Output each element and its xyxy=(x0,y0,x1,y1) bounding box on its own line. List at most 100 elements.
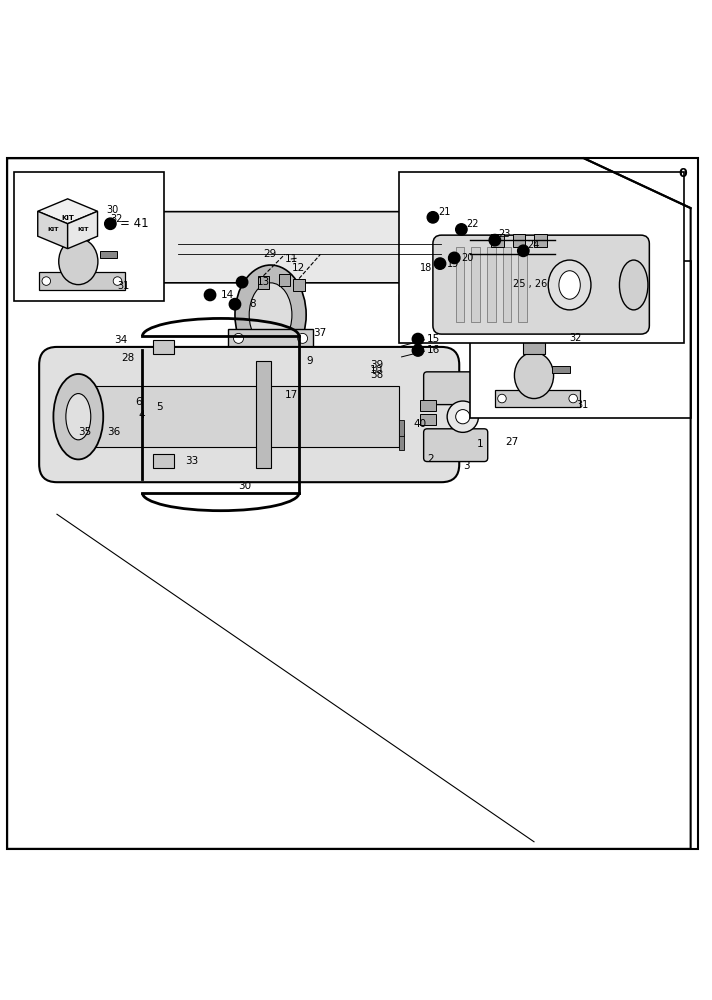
Bar xyxy=(39,272,125,290)
Text: 36: 36 xyxy=(107,427,120,437)
Circle shape xyxy=(412,345,424,356)
Text: 40: 40 xyxy=(413,419,426,429)
Ellipse shape xyxy=(235,265,306,365)
Text: 35: 35 xyxy=(78,427,92,437)
Ellipse shape xyxy=(548,260,591,310)
Circle shape xyxy=(105,218,116,229)
Bar xyxy=(153,454,174,468)
Text: 9: 9 xyxy=(306,356,313,366)
Bar xyxy=(228,329,313,347)
FancyBboxPatch shape xyxy=(424,429,488,462)
Circle shape xyxy=(449,252,460,264)
Text: 5: 5 xyxy=(157,402,163,412)
Ellipse shape xyxy=(66,394,91,440)
Text: 17: 17 xyxy=(285,390,298,400)
Circle shape xyxy=(461,316,471,326)
Text: KIT: KIT xyxy=(47,227,58,232)
Bar xyxy=(503,247,511,322)
Bar xyxy=(399,420,404,436)
Text: 8: 8 xyxy=(249,299,256,309)
Ellipse shape xyxy=(619,260,648,310)
Text: 33: 33 xyxy=(185,456,199,466)
Ellipse shape xyxy=(58,238,98,285)
Circle shape xyxy=(427,212,439,223)
Ellipse shape xyxy=(559,271,580,299)
Bar xyxy=(85,386,399,447)
Circle shape xyxy=(489,234,501,246)
Text: 18: 18 xyxy=(420,263,432,273)
Text: 32: 32 xyxy=(570,333,582,343)
Circle shape xyxy=(434,258,446,269)
Text: KIT: KIT xyxy=(61,215,74,221)
Bar xyxy=(279,274,290,286)
Ellipse shape xyxy=(514,352,554,399)
Circle shape xyxy=(412,333,424,345)
Circle shape xyxy=(404,298,414,308)
Text: 12: 12 xyxy=(292,263,305,273)
Text: 38: 38 xyxy=(370,370,384,380)
Text: 19: 19 xyxy=(447,259,459,269)
Bar xyxy=(153,340,174,354)
Text: 11: 11 xyxy=(285,254,298,264)
Bar xyxy=(534,234,547,247)
Text: 25 , 26: 25 , 26 xyxy=(513,279,547,289)
Bar xyxy=(100,251,117,258)
Text: 28: 28 xyxy=(121,353,135,363)
Text: 10: 10 xyxy=(370,365,383,375)
FancyBboxPatch shape xyxy=(39,347,459,482)
Circle shape xyxy=(456,410,470,424)
Bar xyxy=(256,361,271,468)
Bar xyxy=(523,336,545,354)
Text: 20: 20 xyxy=(461,253,473,263)
Circle shape xyxy=(404,316,414,326)
Circle shape xyxy=(298,333,308,343)
Circle shape xyxy=(498,394,506,403)
Polygon shape xyxy=(38,199,98,224)
Bar xyxy=(420,414,436,425)
Bar xyxy=(471,247,480,322)
Text: 31: 31 xyxy=(577,400,589,410)
Circle shape xyxy=(569,394,577,403)
Text: 29: 29 xyxy=(263,249,277,259)
Circle shape xyxy=(42,277,51,285)
Text: 2: 2 xyxy=(427,454,434,464)
Bar xyxy=(491,234,504,247)
Bar xyxy=(456,247,464,322)
Text: = 41: = 41 xyxy=(120,217,148,230)
Bar xyxy=(487,247,496,322)
Text: 16: 16 xyxy=(427,345,441,355)
Text: 4: 4 xyxy=(139,410,145,420)
Bar xyxy=(293,279,305,291)
Bar xyxy=(427,299,445,316)
Ellipse shape xyxy=(53,374,103,459)
FancyBboxPatch shape xyxy=(424,372,488,405)
Text: 34: 34 xyxy=(114,335,127,345)
Polygon shape xyxy=(38,211,68,249)
Text: 13: 13 xyxy=(256,277,270,287)
Ellipse shape xyxy=(458,222,483,272)
Text: 22: 22 xyxy=(466,219,479,229)
Bar xyxy=(399,434,404,450)
Text: 23: 23 xyxy=(498,229,511,239)
Ellipse shape xyxy=(249,283,292,347)
Bar xyxy=(513,234,525,247)
Text: 3: 3 xyxy=(463,461,469,471)
Bar xyxy=(420,400,436,411)
Bar xyxy=(518,247,527,322)
Bar xyxy=(68,222,89,240)
Text: KIT: KIT xyxy=(77,227,88,232)
Circle shape xyxy=(456,224,467,235)
Circle shape xyxy=(236,276,248,288)
Bar xyxy=(14,172,164,301)
Text: 39: 39 xyxy=(370,360,384,370)
Bar xyxy=(399,294,484,329)
Text: 15: 15 xyxy=(427,334,441,344)
Polygon shape xyxy=(68,211,98,249)
Circle shape xyxy=(447,401,478,432)
Circle shape xyxy=(204,289,216,301)
Text: 30: 30 xyxy=(107,205,119,215)
Bar xyxy=(527,237,570,258)
Bar xyxy=(258,276,269,289)
FancyBboxPatch shape xyxy=(433,235,649,334)
Text: 32: 32 xyxy=(110,214,122,224)
